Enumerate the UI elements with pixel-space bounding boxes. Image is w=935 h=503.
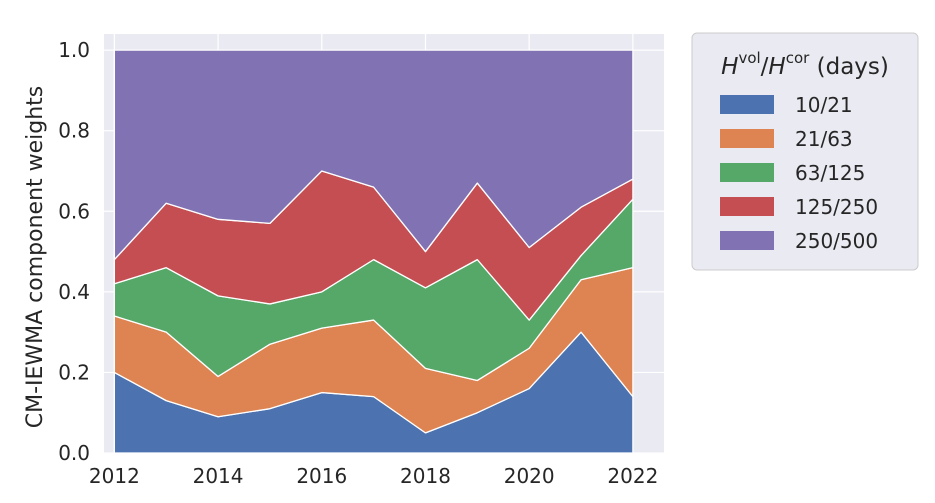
- x-tick-label: 2016: [296, 464, 347, 488]
- legend-swatch: [720, 129, 774, 148]
- legend-entry: 250/500: [795, 229, 878, 253]
- legend-items: 10/21 21/63 63/125 125/250 250/500: [720, 93, 878, 253]
- legend-entry: 125/250: [795, 195, 878, 219]
- y-tick-label: 0.2: [58, 360, 90, 384]
- x-tick-label: 2018: [400, 464, 451, 488]
- y-tick-label: 1.0: [58, 38, 90, 62]
- legend-swatch: [720, 95, 774, 114]
- stacked-areas: [113, 49, 634, 454]
- x-tick-label: 2012: [89, 464, 140, 488]
- area-250-500: [113, 49, 634, 261]
- x-tick-label: 2014: [193, 464, 244, 488]
- y-tick-label: 0.0: [58, 441, 90, 465]
- x-tick-label: 2022: [607, 464, 658, 488]
- legend-title: Hvol/Hcor (days): [721, 49, 889, 80]
- legend-swatch: [720, 163, 774, 182]
- y-tick-label: 0.6: [58, 199, 90, 223]
- y-tick-label: 0.8: [58, 119, 90, 143]
- legend: Hvol/Hcor (days) 10/21 21/63 63/125 125/250…: [691, 32, 919, 271]
- legend-swatch: [720, 197, 774, 216]
- x-axis-ticks: 2012 2014 2016 2018 2020 2022: [89, 464, 658, 488]
- legend-entry: 10/21: [795, 93, 853, 117]
- legend-entry: 21/63: [795, 127, 853, 151]
- legend-entry: 63/125: [795, 161, 865, 185]
- y-axis-label: CM-IEWMA component weights: [23, 86, 48, 429]
- y-axis-ticks: 0.0 0.2 0.4 0.6 0.8 1.0: [58, 38, 90, 465]
- x-tick-label: 2020: [504, 464, 555, 488]
- y-tick-label: 0.4: [58, 280, 90, 304]
- legend-swatch: [720, 231, 774, 250]
